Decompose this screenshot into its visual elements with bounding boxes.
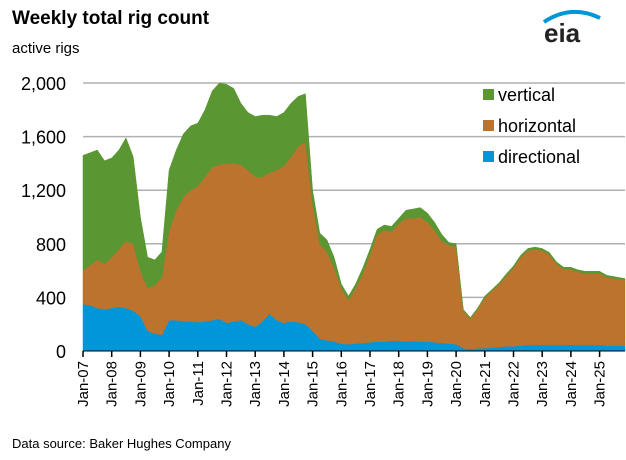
y-tick-label: 0 <box>56 342 66 362</box>
x-tick-label: Jan-19 <box>419 361 436 407</box>
y-tick-label: 400 <box>36 288 66 308</box>
legend-label-vertical: vertical <box>498 85 555 105</box>
y-tick-label: 1,200 <box>21 181 66 201</box>
y-tick-label: 2,000 <box>21 74 66 94</box>
x-tick-label: Jan-12 <box>219 361 236 407</box>
x-tick-label: Jan-15 <box>305 361 322 407</box>
legend-label-directional: directional <box>498 147 580 167</box>
x-tick-label: Jan-07 <box>75 361 92 407</box>
legend-swatch-horizontal <box>483 120 494 131</box>
x-tick-label: Jan-10 <box>161 361 178 407</box>
x-tick-label: Jan-09 <box>132 361 149 407</box>
x-tick-label: Jan-21 <box>477 361 494 407</box>
y-tick-label: 1,600 <box>21 128 66 148</box>
y-tick-label: 800 <box>36 235 66 255</box>
y-axis-label: active rigs <box>12 40 80 57</box>
x-tick-label: Jan-11 <box>190 361 207 406</box>
x-tick-label: Jan-18 <box>391 361 408 407</box>
area-vertical <box>82 82 626 320</box>
legend-label-horizontal: horizontal <box>498 116 576 136</box>
x-tick-label: Jan-13 <box>247 361 264 407</box>
x-tick-label: Jan-08 <box>104 361 121 407</box>
x-tick-label: Jan-16 <box>333 361 350 407</box>
x-tick-label: Jan-23 <box>534 361 551 407</box>
legend-swatch-directional <box>483 151 494 162</box>
svg-text:eia: eia <box>544 18 581 46</box>
chart-title: Weekly total rig count <box>12 8 210 29</box>
x-tick-label: Jan-24 <box>563 361 580 407</box>
data-source: Data source: Baker Hughes Company <box>12 436 231 451</box>
legend-swatch-vertical <box>483 89 494 100</box>
x-tick-label: Jan-20 <box>448 361 465 407</box>
x-tick-label: Jan-17 <box>362 361 379 407</box>
eia-logo: eia <box>542 10 601 46</box>
x-tick-label: Jan-25 <box>592 361 609 407</box>
x-tick-label: Jan-14 <box>276 361 293 407</box>
x-tick-label: Jan-22 <box>506 361 523 407</box>
